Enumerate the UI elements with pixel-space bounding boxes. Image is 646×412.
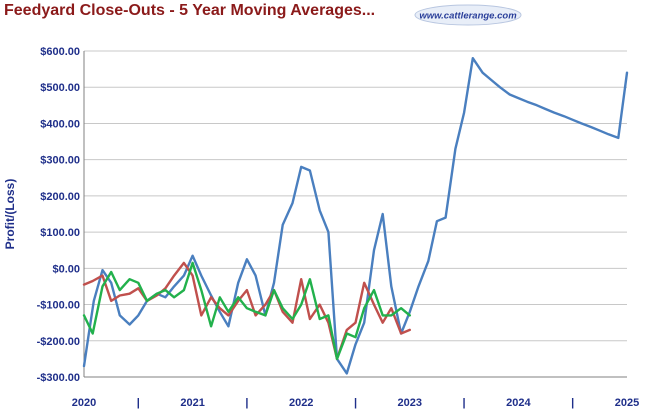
y-tick-label: $400.00 [40,118,80,130]
y-tick-label: -$100.00 [37,300,80,312]
y-tick-label: $0.00 [52,263,80,275]
x-tick-separator: | [245,397,248,409]
x-tick-separator: | [354,397,357,409]
chart-title: Feedyard Close-Outs - 5 Year Moving Aver… [4,2,376,19]
y-tick-label: $300.00 [40,155,80,167]
y-tick-label: $100.00 [40,227,80,239]
x-tick-label: 2024 [506,397,531,409]
x-tick-separator: | [137,397,140,409]
x-tick-separator: | [571,397,574,409]
series-line-1 [82,57,629,375]
x-tick-label: 2023 [398,397,422,409]
x-tick-label: 2025 [615,397,639,409]
cattlerange-logo: www.cattlerange.com [414,4,522,26]
y-tick-label: -$200.00 [37,336,80,348]
series-lines [82,57,629,375]
x-tick-labels: 2020 | 2021 | 2022 | 2023 | 2024 | 2025 [72,397,639,409]
x-tick-label: 2022 [289,397,313,409]
y-tick-label: $200.00 [40,191,80,203]
y-tick-label: $600.00 [40,46,80,58]
x-tick-label: 2021 [180,397,204,409]
series-line-2 [82,261,411,361]
y-axis-label: Profit/(Loss) [3,179,17,250]
y-tick-label: -$300.00 [37,372,80,384]
svg-text:www.cattlerange.com: www.cattlerange.com [419,11,517,22]
grid-lines [84,50,627,378]
y-tick-label: $500.00 [40,82,80,94]
x-tick-separator: | [463,397,466,409]
axes [83,51,627,378]
x-tick-label: 2020 [72,397,96,409]
y-tick-labels: $600.00 $500.00 $400.00 $300.00 $200.00 $100.… [37,46,80,384]
series-line-3 [82,261,411,361]
